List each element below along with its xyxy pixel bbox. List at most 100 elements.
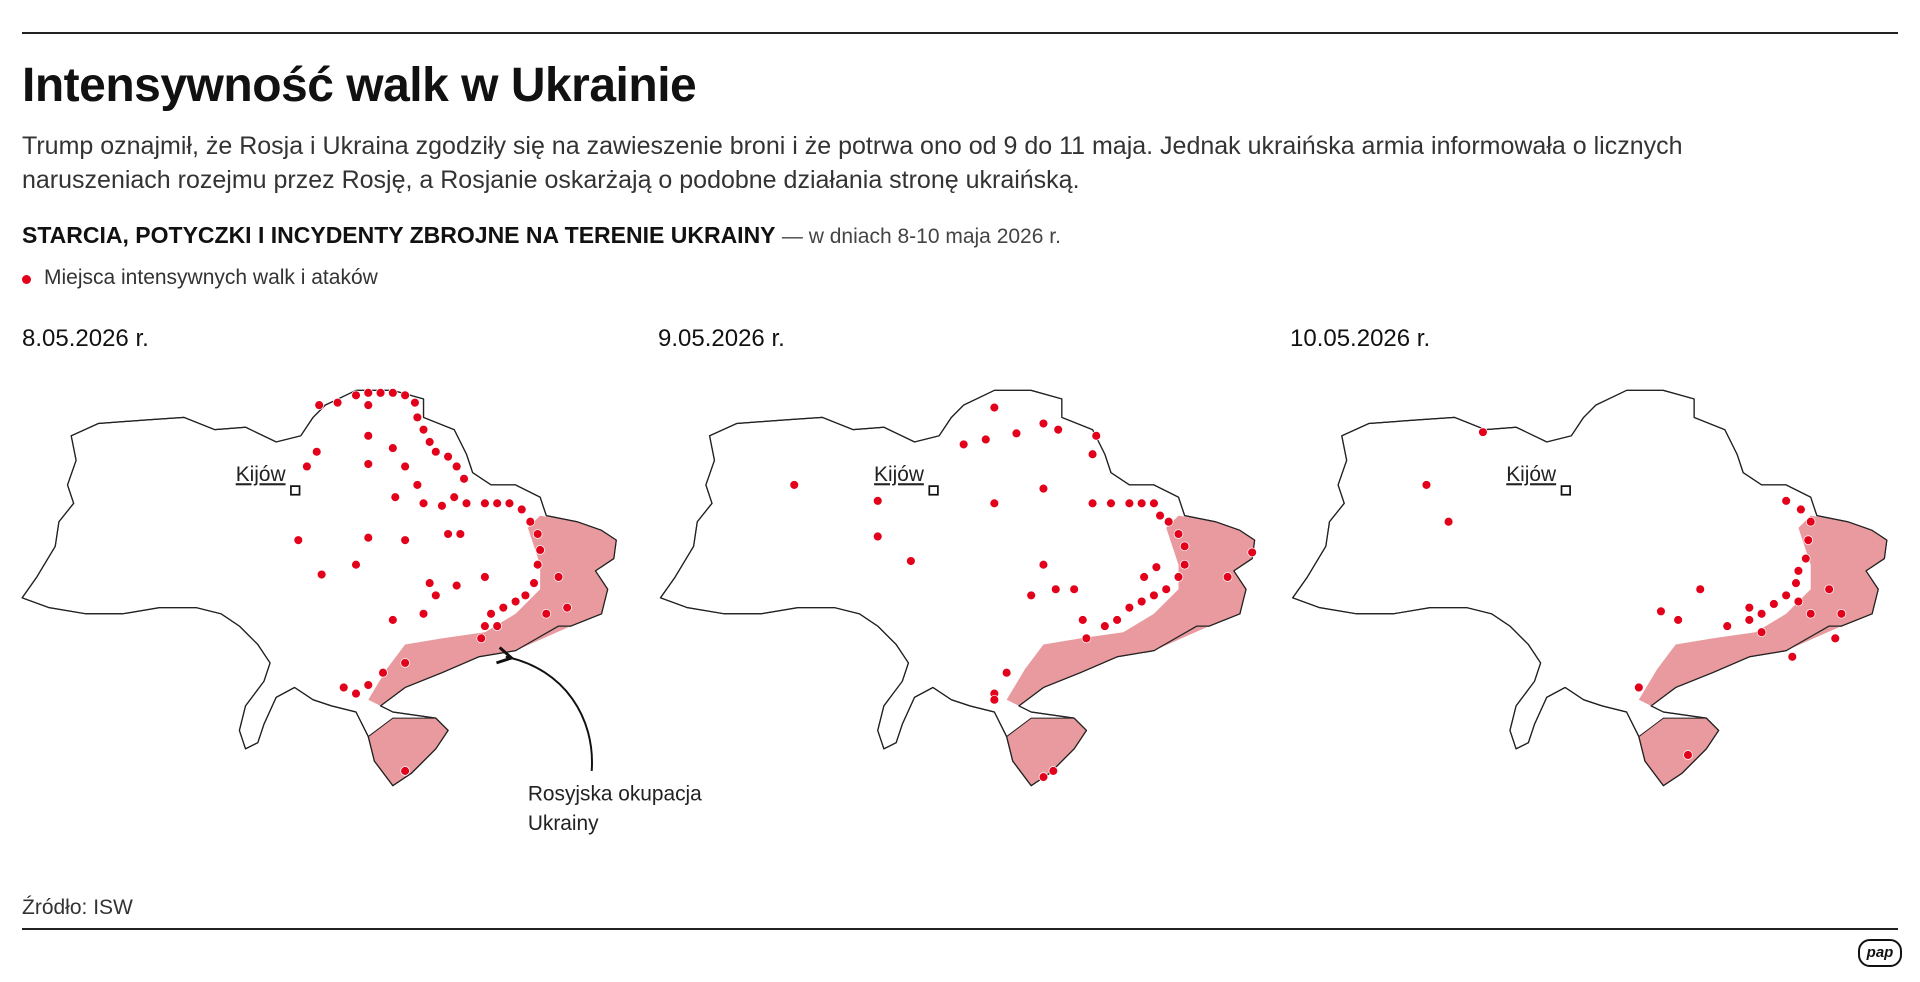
attack-location <box>388 388 398 398</box>
attack-location <box>1791 578 1801 588</box>
attack-location <box>1106 498 1116 509</box>
attack-location <box>1155 510 1165 521</box>
attack-location <box>461 498 472 509</box>
attack-location <box>541 609 552 619</box>
occupied-area <box>368 515 617 706</box>
attack-location <box>1100 621 1110 631</box>
attack-location <box>535 545 545 555</box>
attack-location <box>400 461 410 472</box>
attack-location <box>1161 584 1172 595</box>
attack-location <box>388 615 398 625</box>
attack-location <box>1793 596 1804 607</box>
top-rule <box>22 32 1898 34</box>
attack-location <box>1124 498 1135 509</box>
attack-location <box>476 633 487 644</box>
attack-location <box>410 397 420 408</box>
attack-location <box>789 480 800 490</box>
attack-location <box>492 498 502 509</box>
annotation: Ukrainy <box>528 812 599 835</box>
attack-location <box>1050 584 1061 595</box>
attack-location <box>1001 667 1012 678</box>
attack-location <box>1077 615 1088 625</box>
attack-location <box>1695 584 1706 595</box>
heading: STARCIA, POTYCZKI I INCYDENTY ZBROJNE NA… <box>22 222 776 248</box>
country-outline <box>1292 389 1888 787</box>
attack-location <box>1756 609 1767 619</box>
attack-location <box>1149 498 1159 509</box>
attack-location <box>293 535 304 545</box>
attack-location <box>525 516 536 527</box>
attack-location <box>906 556 916 566</box>
attack-location <box>1722 621 1733 631</box>
attack-location <box>532 559 543 570</box>
attack-location <box>388 443 398 453</box>
attack-location <box>1163 516 1174 527</box>
attack-location <box>486 609 496 619</box>
attack-location <box>1038 772 1049 782</box>
capital-marker <box>1560 485 1571 496</box>
attack-location <box>529 578 539 588</box>
title: Intensywność walk w Ukrainie <box>22 59 697 112</box>
legend-dot <box>22 275 31 284</box>
attack-location <box>989 498 1000 509</box>
attack-location <box>989 694 1000 705</box>
attack-location <box>872 531 883 542</box>
capital-label: Kijów <box>874 463 925 486</box>
country-outline <box>21 389 617 787</box>
attack-location <box>510 596 521 607</box>
attack-location <box>1781 496 1791 506</box>
annotation: Rosyjska okupacja <box>528 782 702 805</box>
attack-location <box>390 492 401 502</box>
subtitle: naruszeniach rozejmu przez Rosję, a Rosj… <box>22 166 1080 194</box>
attack-location <box>400 390 410 401</box>
attack-location <box>1151 562 1162 572</box>
attack-location <box>1026 590 1036 601</box>
attack-location <box>1136 596 1147 607</box>
attack-location <box>400 535 410 545</box>
attack-location <box>492 621 502 631</box>
attack-location <box>1222 572 1233 582</box>
attack-location <box>363 388 374 398</box>
occupied-area <box>1006 515 1255 706</box>
attack-location <box>449 492 459 502</box>
attack-location <box>1124 602 1135 613</box>
attack-location <box>958 439 969 450</box>
attack-location <box>480 498 490 509</box>
attack-location <box>532 529 543 539</box>
attack-location <box>1836 609 1847 619</box>
attack-location <box>1656 606 1666 617</box>
bottom-rule <box>22 928 1898 930</box>
attack-location <box>431 446 441 457</box>
attack-location <box>338 682 349 693</box>
attack-location <box>418 424 429 435</box>
attack-location <box>480 572 490 582</box>
attack-location <box>1081 633 1092 644</box>
attack-location <box>1793 566 1804 576</box>
map: Kijów <box>659 389 1257 787</box>
attack-location <box>1796 504 1806 515</box>
attack-location <box>1091 431 1102 441</box>
attack-location <box>1173 572 1184 582</box>
attack-location <box>562 602 572 613</box>
attack-location <box>1803 535 1814 545</box>
attack-location <box>363 459 374 469</box>
attack-location <box>1478 427 1488 437</box>
attack-location <box>480 621 490 631</box>
attack-location <box>1744 615 1755 625</box>
attack-location <box>1781 590 1791 601</box>
attack-location <box>451 461 462 472</box>
attack-location <box>1801 553 1811 564</box>
attack-location <box>1683 750 1693 760</box>
map: Kijów <box>1292 389 1888 787</box>
attack-location <box>437 500 447 511</box>
country-outline <box>1292 389 1888 787</box>
subtitle: Trump oznajmił, że Rosja i Ukraina zgodz… <box>22 132 1683 160</box>
attack-location <box>1139 572 1149 582</box>
attack-location <box>400 658 410 668</box>
attack-location <box>1069 584 1079 595</box>
map: Kijów <box>21 388 617 787</box>
attack-location <box>378 667 388 678</box>
capital-marker <box>290 485 301 496</box>
map-date: 10.05.2026 r. <box>1290 325 1431 352</box>
attack-location <box>1149 590 1159 601</box>
